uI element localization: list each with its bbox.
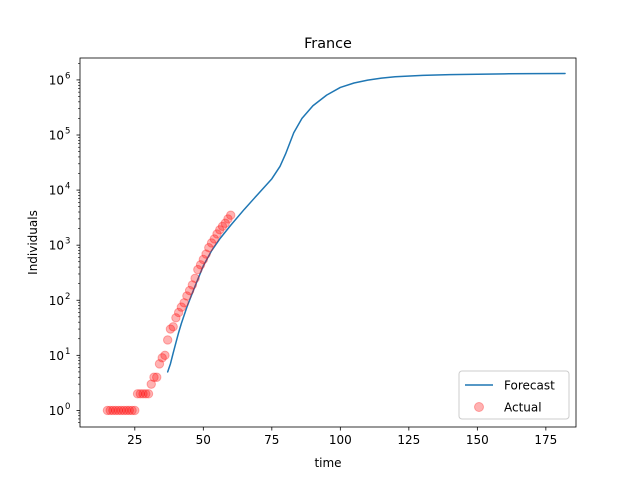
actual-point: [102, 405, 113, 416]
legend-actual-swatch: [474, 402, 484, 412]
y-tick-exponent: 4: [65, 182, 70, 192]
y-tick-exponent: 0: [65, 402, 70, 412]
actual-point: [135, 389, 145, 399]
actual-point: [146, 379, 156, 389]
actual-point: [209, 234, 219, 244]
actual-point: [121, 405, 132, 416]
legend-box: [458, 370, 570, 420]
actual-point: [160, 350, 170, 361]
legend-forecast-label: Forecast: [504, 379, 555, 393]
forecast-line: [166, 72, 566, 373]
actual-point: [215, 225, 225, 235]
y-tick-exponent: 5: [65, 127, 70, 137]
actual-point: [201, 249, 211, 259]
actual-point: [176, 302, 187, 312]
actual-point: [184, 285, 195, 296]
actual-point: [193, 264, 203, 275]
actual-point: [149, 372, 159, 382]
plot-area: [80, 58, 576, 427]
y-tick-exponent: 1: [65, 347, 70, 357]
y-tick-label: 10: [49, 349, 64, 363]
y-tick-label: 10: [49, 404, 64, 418]
y-tick-exponent: 6: [65, 71, 70, 81]
actual-point: [157, 353, 167, 363]
x-tick-label: 150: [466, 433, 489, 447]
y-tick-label: 10: [49, 73, 64, 87]
x-tick-label: 25: [127, 433, 142, 447]
x-tick-label: 100: [329, 433, 352, 447]
actual-point: [162, 335, 173, 345]
x-tick-label: 75: [264, 433, 279, 447]
actual-point: [187, 280, 198, 290]
actual-point: [165, 324, 176, 334]
actual-point: [220, 218, 230, 228]
actual-point: [130, 405, 140, 416]
x-axis-title: time: [314, 456, 341, 470]
x-tick-label: 175: [534, 433, 557, 447]
actual-point: [179, 298, 189, 308]
y-tick-exponent: 3: [65, 237, 70, 247]
actual-point: [116, 405, 126, 416]
actual-point: [113, 405, 124, 416]
actual-point: [223, 214, 233, 224]
series-layer: [102, 72, 566, 416]
actual-point: [127, 405, 137, 416]
actual-point: [212, 229, 222, 239]
actual-point: [182, 291, 192, 301]
actual-point: [168, 322, 178, 332]
actual-point: [108, 405, 118, 416]
legend-actual-label: Actual: [504, 401, 542, 415]
actual-point: [217, 221, 228, 232]
actual-point: [138, 389, 148, 399]
actual-point: [173, 307, 184, 318]
plot-frame: [79, 57, 577, 428]
actual-point: [143, 389, 154, 399]
y-tick-label: 10: [49, 294, 64, 308]
actual-point: [204, 242, 214, 253]
actual-point: [119, 405, 129, 416]
y-tick-exponent: 2: [65, 292, 70, 302]
actual-point: [171, 313, 181, 323]
legend: Forecast Actual: [458, 370, 570, 420]
plot-background: [80, 58, 576, 427]
actual-point: [152, 372, 162, 382]
y-tick-label: 10: [49, 129, 64, 143]
actual-point: [195, 260, 206, 270]
actual-point: [105, 405, 115, 416]
actual-point: [190, 273, 200, 284]
actual-point: [206, 238, 217, 248]
y-tick-label: 10: [49, 239, 64, 253]
x-tick-label: 125: [397, 433, 420, 447]
y-tick-label: 10: [49, 184, 64, 198]
actual-point: [110, 405, 121, 416]
x-tick-label: 50: [196, 433, 211, 447]
actual-point: [132, 389, 143, 399]
chart-title: France: [304, 36, 352, 52]
actual-point: [226, 210, 236, 220]
actual-point: [124, 405, 135, 416]
actual-point: [141, 389, 151, 399]
y-axis-title: Individuals: [26, 210, 40, 275]
actual-point: [198, 254, 209, 265]
actual-point: [154, 359, 165, 369]
